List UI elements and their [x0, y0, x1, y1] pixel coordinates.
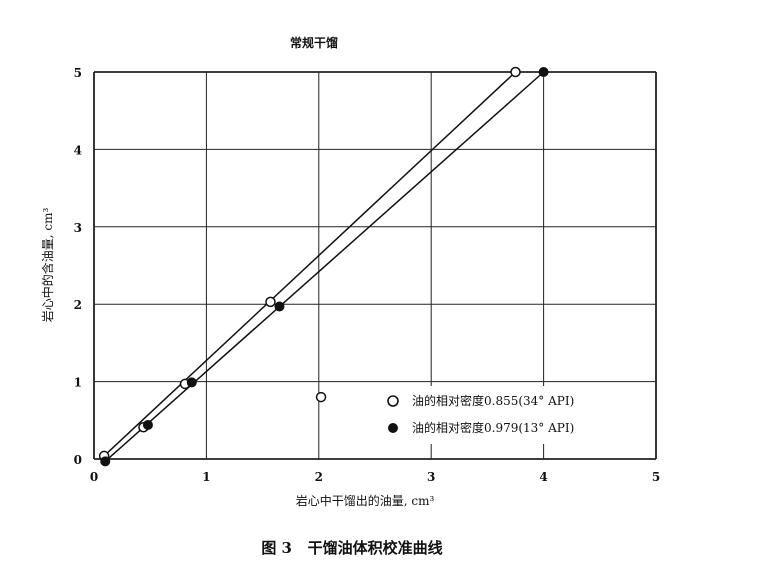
filled-data-point — [538, 67, 549, 77]
y-tick-label: 0 — [74, 453, 82, 467]
legend-background — [378, 386, 614, 444]
y-tick-label: 5 — [74, 66, 82, 80]
grid — [93, 71, 657, 460]
figure-caption: 图 3 干馏油体积校准曲线 — [261, 539, 442, 557]
filled-data-point — [142, 419, 153, 430]
filled-data-point — [274, 301, 285, 312]
y-axis-label: 岩心中的含油量, cm³ — [40, 208, 55, 323]
y-tick-label: 1 — [74, 376, 82, 390]
x-axis-label: 岩心中干馏出的油量, cm³ — [296, 493, 435, 508]
y-tick-label: 3 — [74, 221, 82, 235]
filled-data-point — [186, 377, 197, 388]
legend-label-0: 油的相对密度0.855(34° API) — [412, 393, 574, 408]
open-data-point — [315, 391, 327, 403]
x-tick-label: 5 — [652, 470, 660, 484]
chart-title: 常规干馏 — [290, 35, 338, 50]
open-data-point — [510, 66, 521, 78]
y-tick-label: 2 — [74, 298, 82, 312]
fit-line-series-0 — [103, 71, 517, 457]
x-tick-label: 3 — [427, 470, 435, 484]
legend-marker-open — [387, 395, 399, 407]
legend-marker-filled — [388, 423, 398, 433]
fit-lines — [103, 71, 545, 462]
x-tick-label: 1 — [202, 470, 210, 484]
tick-labels: 0 1 2 3 4 5 0 1 2 3 4 5 — [74, 66, 661, 484]
fit-line-series-1 — [104, 71, 545, 462]
x-tick-label: 4 — [539, 470, 547, 484]
x-tick-label: 2 — [315, 470, 323, 484]
legend-label-1: 油的相对密度0.979(13° API) — [412, 420, 574, 435]
x-tick-label: 0 — [90, 470, 98, 484]
filled-data-point — [100, 456, 111, 467]
data-points — [98, 66, 549, 467]
open-data-point — [265, 296, 276, 308]
y-tick-label: 4 — [74, 143, 82, 157]
